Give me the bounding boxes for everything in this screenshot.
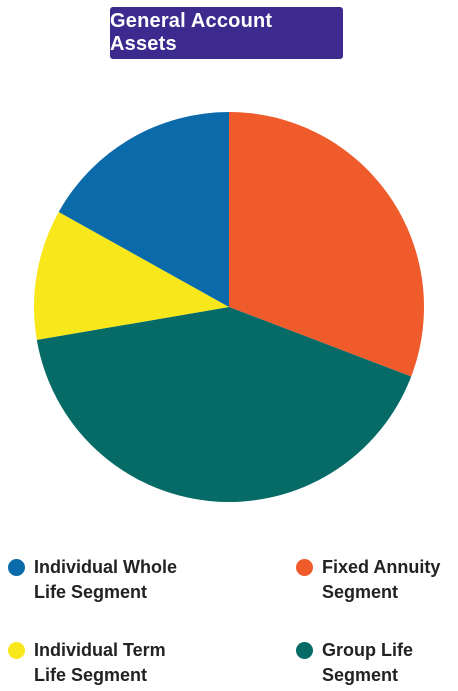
- legend-item-fixed-annuity: Fixed Annuity Segment: [296, 555, 440, 605]
- legend-dot-whole-life: [8, 559, 25, 576]
- pie-chart: [34, 111, 425, 503]
- legend-dot-group-life: [296, 642, 313, 659]
- chart-title: General Account Assets: [110, 7, 343, 59]
- legend-label-term-life: Individual Term Life Segment: [34, 640, 166, 685]
- legend-label-fixed-annuity: Fixed Annuity Segment: [322, 557, 441, 602]
- pie-slice-group-life-segment: [36, 307, 412, 503]
- legend-item-term-life: Individual Term Life Segment: [8, 638, 166, 688]
- legend-label-group-life: Group Life Segment: [322, 640, 413, 685]
- pie-slice-individual-term-life-segment: [34, 211, 229, 340]
- legend-dot-fixed-annuity: [296, 559, 313, 576]
- legend-item-group-life: Group Life Segment: [296, 638, 413, 688]
- legend-label-whole-life: Individual Whole Life Segment: [34, 557, 177, 602]
- legend-item-whole-life: Individual Whole Life Segment: [8, 555, 177, 605]
- pie-slice-fixed-annuity-segment: [229, 112, 425, 377]
- pie-slice-individual-whole-life-segment: [58, 111, 229, 307]
- legend-dot-term-life: [8, 642, 25, 659]
